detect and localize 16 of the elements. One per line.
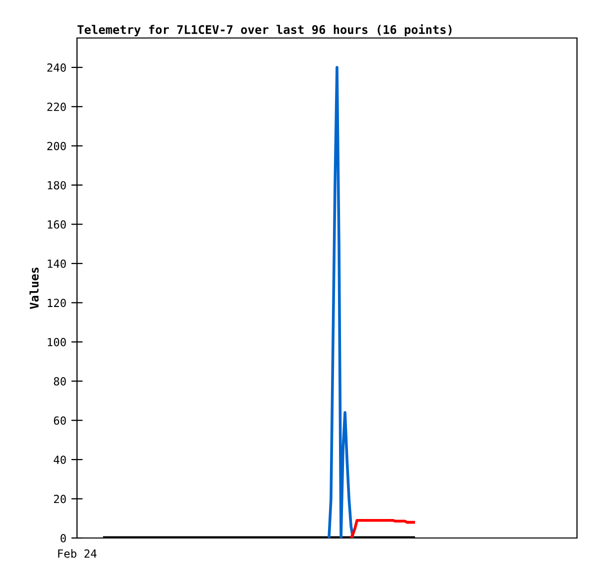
y-tick-label: 140 <box>48 259 66 268</box>
y-tick-label: 160 <box>48 220 66 229</box>
y-tick-label: 240 <box>47 63 66 72</box>
y-tick-label: 0 <box>60 534 66 542</box>
y-tick-label: 60 <box>54 416 66 425</box>
y-tick-label: 80 <box>54 377 66 386</box>
text: Feb 24 <box>58 549 97 558</box>
y-tick-label: 180 <box>48 181 66 190</box>
y-tick-label: 20 <box>54 494 66 504</box>
y-tick-label: 100 <box>48 338 66 346</box>
y-tick-label: 120 <box>48 298 66 308</box>
y-tick-label: 200 <box>47 142 66 150</box>
y-axis-title: Values <box>30 268 39 309</box>
chart-title: Telemetry for 7L1CEV-7 over last 96 hours (16 points) <box>78 24 452 36</box>
y-tick-label: 220 <box>47 102 66 112</box>
y-tick-label: 40 <box>54 456 66 464</box>
